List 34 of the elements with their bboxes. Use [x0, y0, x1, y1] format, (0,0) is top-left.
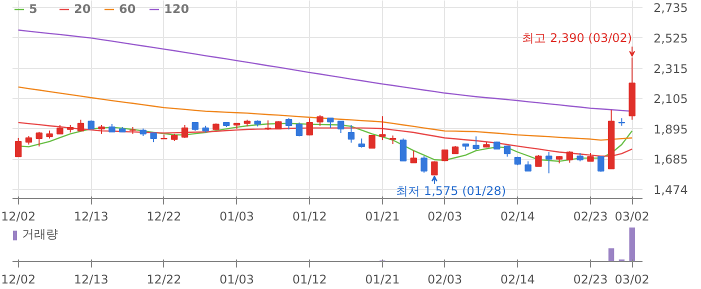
category-label: 12/02	[1, 272, 36, 286]
y-tick-label: 2,315	[654, 62, 688, 76]
category-label: 12/22	[146, 272, 182, 286]
category-label: 01/03	[219, 272, 254, 286]
y-tick-label: 1,895	[654, 122, 688, 136]
x-tick-label: 03/02	[614, 210, 650, 224]
category-label: 02/03	[428, 272, 462, 286]
x-tick-label: 01/03	[219, 210, 254, 224]
y-tick-label: 1,474	[654, 183, 688, 198]
x-tick-label: 02/03	[428, 210, 462, 224]
category-label: 02/14	[500, 272, 535, 286]
x-tick-label: 12/22	[146, 210, 182, 224]
y-tick-label: 2,525	[654, 31, 688, 46]
x-tick-label: 02/14	[500, 210, 535, 224]
category-label: 03/02	[614, 272, 650, 286]
x-tick-label: 01/12	[292, 210, 327, 224]
x-tick-label: 12/02	[1, 210, 36, 224]
category-label: 01/21	[365, 272, 400, 286]
y-tick-label: 1,685	[654, 152, 688, 167]
category-label: 02/23	[573, 272, 608, 286]
category-label: 01/12	[292, 272, 327, 286]
category-label: 12/13	[74, 272, 108, 286]
annotation: 최저 1,575 (01/28)	[396, 184, 506, 198]
legend-label: 5	[29, 2, 38, 16]
x-tick-label: 12/13	[74, 210, 108, 224]
x-tick-label: 01/21	[365, 210, 400, 224]
y-tick-label: 2,735	[654, 1, 688, 16]
annotation: 최고 2,390 (03/02)	[522, 31, 632, 46]
legend-label: 20	[74, 2, 92, 16]
legend-label: 120	[164, 2, 190, 16]
x-tick-label: 02/23	[573, 210, 608, 224]
y-tick-label: 2,105	[654, 92, 688, 106]
legend-label: 60	[119, 2, 137, 16]
legend-label: 거래량	[22, 226, 58, 243]
